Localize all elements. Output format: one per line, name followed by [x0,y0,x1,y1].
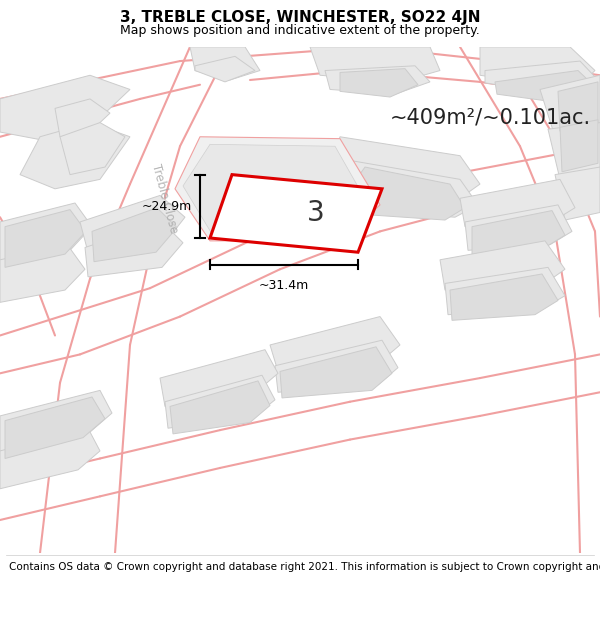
Text: 3: 3 [307,199,325,228]
Polygon shape [80,196,185,252]
Polygon shape [460,179,575,227]
Polygon shape [325,66,430,94]
Polygon shape [0,428,100,489]
Text: Treble Close: Treble Close [149,162,181,234]
Polygon shape [348,167,465,220]
Polygon shape [195,56,255,82]
Polygon shape [338,161,478,217]
Text: ~24.9m: ~24.9m [142,200,192,213]
Polygon shape [183,144,370,239]
Polygon shape [270,316,400,371]
Polygon shape [55,99,110,137]
Text: Map shows position and indicative extent of the property.: Map shows position and indicative extent… [120,24,480,36]
Polygon shape [555,167,600,220]
Polygon shape [165,375,275,428]
Polygon shape [465,205,572,251]
Polygon shape [175,137,380,241]
Text: Contains OS data © Crown copyright and database right 2021. This information is : Contains OS data © Crown copyright and d… [9,562,600,572]
Polygon shape [560,120,598,172]
Polygon shape [440,241,565,290]
Polygon shape [5,397,105,459]
Polygon shape [0,391,112,454]
Polygon shape [275,340,398,392]
Polygon shape [85,222,183,277]
Polygon shape [0,75,130,141]
Text: 3, TREBLE CLOSE, WINCHESTER, SO22 4JN: 3, TREBLE CLOSE, WINCHESTER, SO22 4JN [120,10,480,25]
Polygon shape [170,381,270,434]
Polygon shape [330,137,480,198]
Polygon shape [280,347,392,398]
Polygon shape [160,349,278,406]
Polygon shape [450,274,558,321]
Polygon shape [485,61,598,97]
Polygon shape [60,122,125,174]
Polygon shape [558,82,598,131]
Polygon shape [548,122,600,179]
Polygon shape [210,174,382,253]
Polygon shape [190,47,260,80]
Polygon shape [340,69,418,97]
Polygon shape [5,209,86,268]
Text: ~409m²/~0.101ac.: ~409m²/~0.101ac. [390,108,591,128]
Polygon shape [480,47,595,89]
Polygon shape [445,268,565,314]
Polygon shape [0,246,85,302]
Polygon shape [472,211,565,254]
Polygon shape [310,47,440,82]
Polygon shape [540,75,600,137]
Polygon shape [495,71,596,104]
Polygon shape [20,122,130,189]
Polygon shape [0,203,92,264]
Polygon shape [92,208,177,262]
Text: ~31.4m: ~31.4m [259,279,309,292]
